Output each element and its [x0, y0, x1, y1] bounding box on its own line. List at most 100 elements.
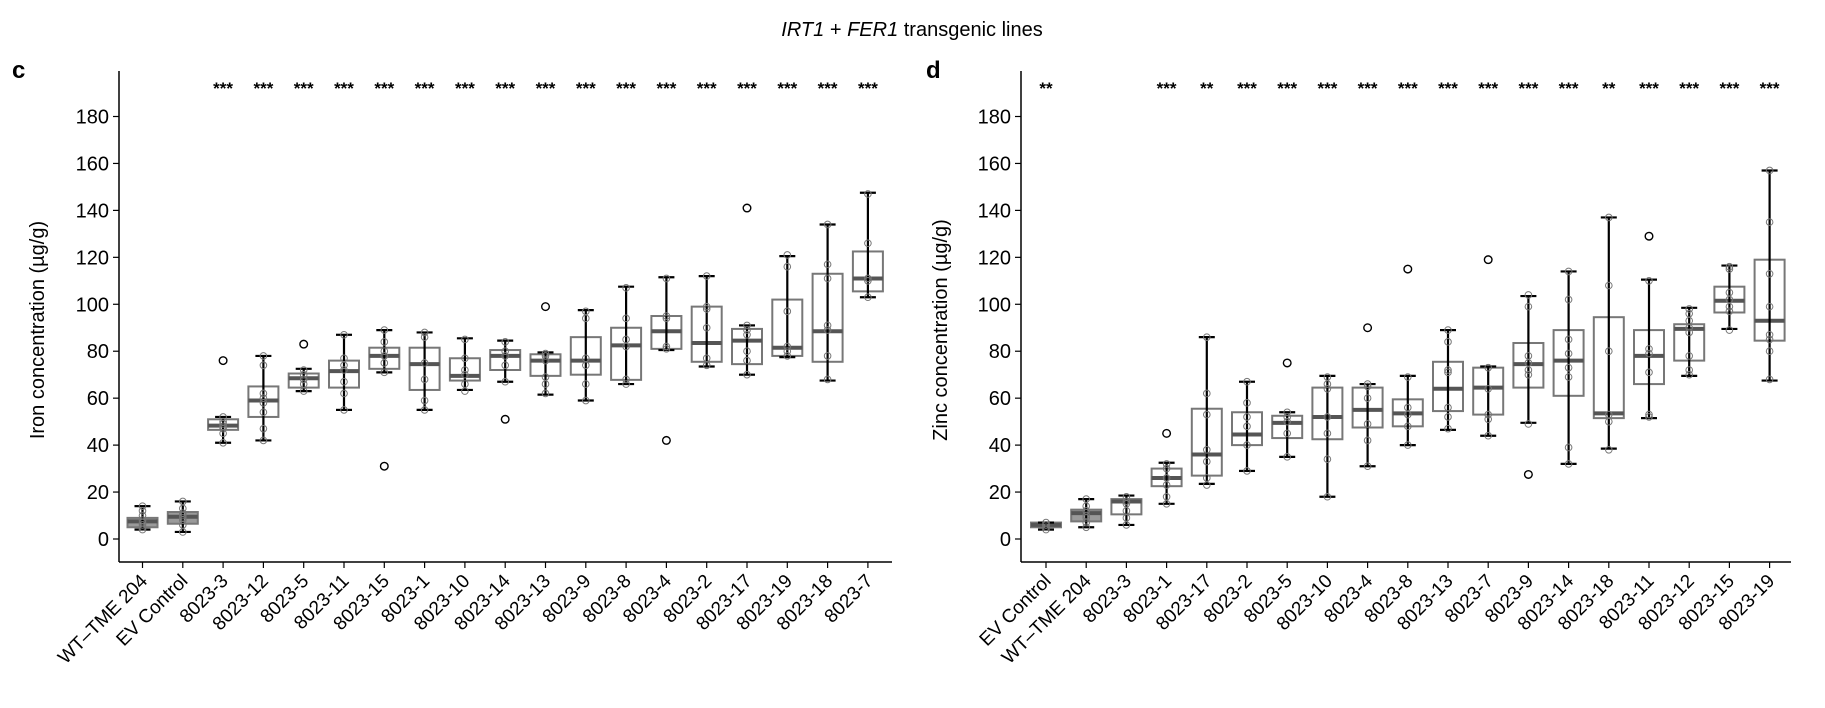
data-point — [461, 354, 469, 363]
significance-label: *** — [1760, 79, 1780, 98]
data-point — [743, 356, 751, 365]
data-point — [1042, 523, 1050, 532]
box-group — [1030, 518, 1062, 568]
data-point — [1323, 373, 1332, 381]
data-point — [1323, 429, 1332, 438]
data-point — [702, 323, 711, 332]
significance-label: *** — [213, 79, 233, 98]
data-point — [743, 330, 751, 339]
y-tick-label: 100 — [978, 294, 1011, 316]
data-point — [541, 389, 550, 398]
data-point — [1444, 413, 1452, 421]
significance-label: ** — [1039, 79, 1053, 98]
data-point — [1444, 403, 1452, 412]
data-point — [1725, 262, 1734, 271]
data-point — [1524, 420, 1533, 428]
y-axis-title: Iron concentration (µg/g) — [27, 221, 49, 439]
data-point — [1685, 328, 1693, 337]
data-point — [1243, 441, 1251, 449]
box-group — [328, 330, 360, 568]
data-point — [662, 274, 671, 283]
data-point — [783, 251, 792, 259]
significance-label: *** — [1719, 79, 1739, 98]
data-point — [1243, 467, 1251, 475]
box-group — [1753, 166, 1786, 568]
significance-label: *** — [1438, 79, 1458, 98]
data-point — [461, 380, 469, 388]
data-point — [1484, 384, 1492, 393]
data-point — [1765, 375, 1774, 384]
data-point — [1564, 460, 1573, 468]
data-point — [1765, 302, 1774, 311]
data-point — [662, 345, 671, 353]
data-point — [864, 274, 872, 283]
significance-label: *** — [1639, 79, 1659, 98]
data-point — [259, 394, 268, 402]
significance-label: *** — [777, 79, 797, 98]
significance-label: *** — [536, 79, 556, 98]
data-point — [823, 352, 832, 360]
outlier-point — [1162, 428, 1172, 438]
data-point — [380, 352, 389, 360]
data-point — [662, 314, 671, 323]
data-point — [1605, 410, 1613, 419]
data-point — [622, 314, 630, 323]
data-point — [823, 375, 832, 384]
data-point — [1564, 443, 1573, 452]
data-point — [1444, 338, 1452, 346]
box-group — [569, 307, 602, 568]
significance-label: *** — [858, 79, 878, 98]
data-point — [1484, 410, 1492, 419]
data-point — [1605, 347, 1613, 356]
data-point — [299, 375, 308, 384]
significance-label: ** — [1200, 79, 1214, 98]
significance-label: *** — [697, 79, 717, 98]
data-point — [702, 305, 711, 313]
y-tick-label: 60 — [989, 388, 1011, 410]
data-point — [1082, 495, 1090, 503]
data-point — [340, 330, 348, 339]
data-point — [662, 342, 671, 351]
y-tick-label: 120 — [76, 247, 109, 269]
data-point — [1444, 424, 1452, 433]
y-tick-label: 100 — [76, 294, 109, 316]
data-point — [702, 272, 711, 280]
significance-label: *** — [1679, 79, 1699, 98]
outlier-point — [218, 356, 228, 366]
box-group — [1592, 213, 1625, 568]
significance-label: *** — [656, 79, 676, 98]
data-point — [1363, 380, 1372, 388]
data-point — [1203, 333, 1211, 341]
data-point — [420, 333, 429, 341]
outlier-point — [379, 461, 389, 471]
data-point — [1444, 326, 1452, 334]
significance-label: *** — [1157, 79, 1177, 98]
data-point — [582, 396, 590, 405]
significance-label: *** — [294, 79, 314, 98]
data-point — [1363, 394, 1372, 402]
data-point — [501, 347, 510, 356]
title-plus: + — [824, 19, 847, 41]
data-point — [702, 354, 711, 363]
data-point — [1484, 415, 1492, 424]
data-point — [380, 326, 389, 334]
data-point — [1564, 295, 1573, 304]
significance-label: *** — [1317, 79, 1337, 98]
data-point — [219, 438, 227, 447]
data-point — [1162, 474, 1171, 482]
data-point — [1323, 413, 1332, 421]
data-point — [1484, 431, 1492, 440]
data-point — [1564, 349, 1573, 358]
data-point — [1082, 507, 1090, 515]
data-point — [1404, 403, 1412, 412]
box-group — [207, 356, 240, 568]
box-group — [126, 502, 159, 568]
data-point — [702, 302, 711, 311]
data-point — [823, 260, 832, 269]
box-group — [166, 497, 199, 568]
data-point — [1363, 382, 1372, 391]
data-point — [299, 370, 308, 379]
data-point — [1685, 309, 1693, 318]
y-tick-label: 160 — [978, 153, 1011, 175]
box-group — [811, 220, 844, 568]
